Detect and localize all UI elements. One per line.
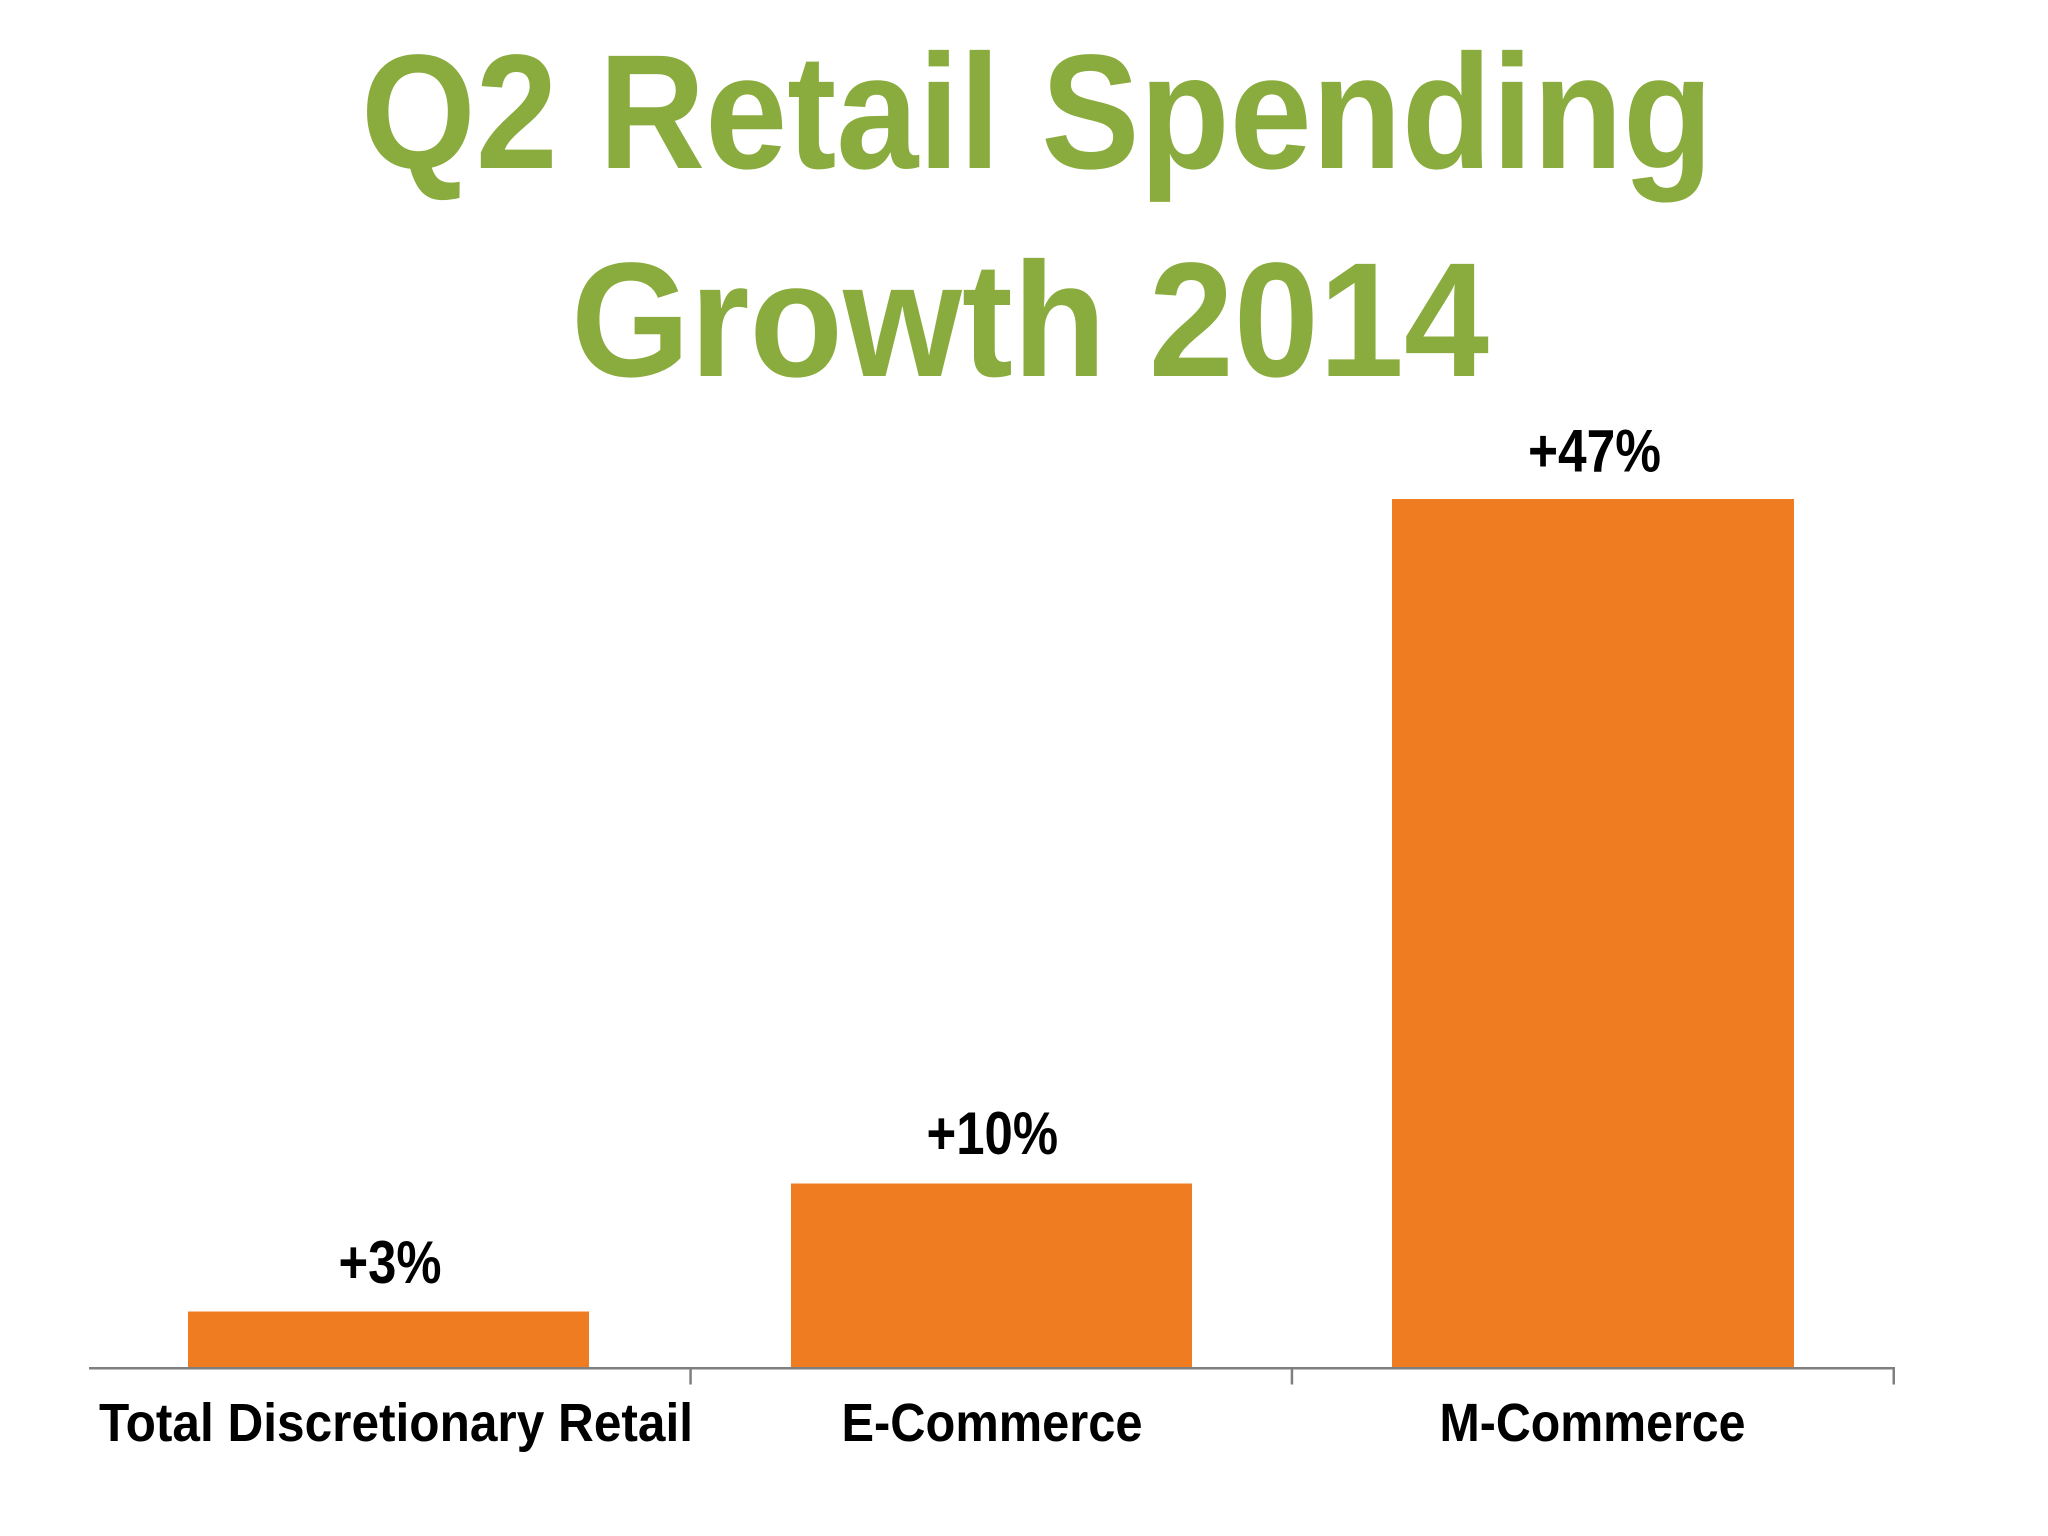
svg-text:+3%: +3% xyxy=(339,1229,442,1296)
svg-text:Growth 2014: Growth 2014 xyxy=(571,228,1489,411)
svg-text:+10%: +10% xyxy=(927,1100,1059,1167)
svg-text:E-Commerce: E-Commerce xyxy=(842,1394,1143,1453)
svg-text:M-Commerce: M-Commerce xyxy=(1440,1394,1746,1453)
svg-text:+47%: +47% xyxy=(1528,418,1661,485)
svg-text:Total Discretionary Retail: Total Discretionary Retail xyxy=(99,1394,693,1453)
svg-text:Q2 Retail Spending: Q2 Retail Spending xyxy=(361,20,1713,203)
